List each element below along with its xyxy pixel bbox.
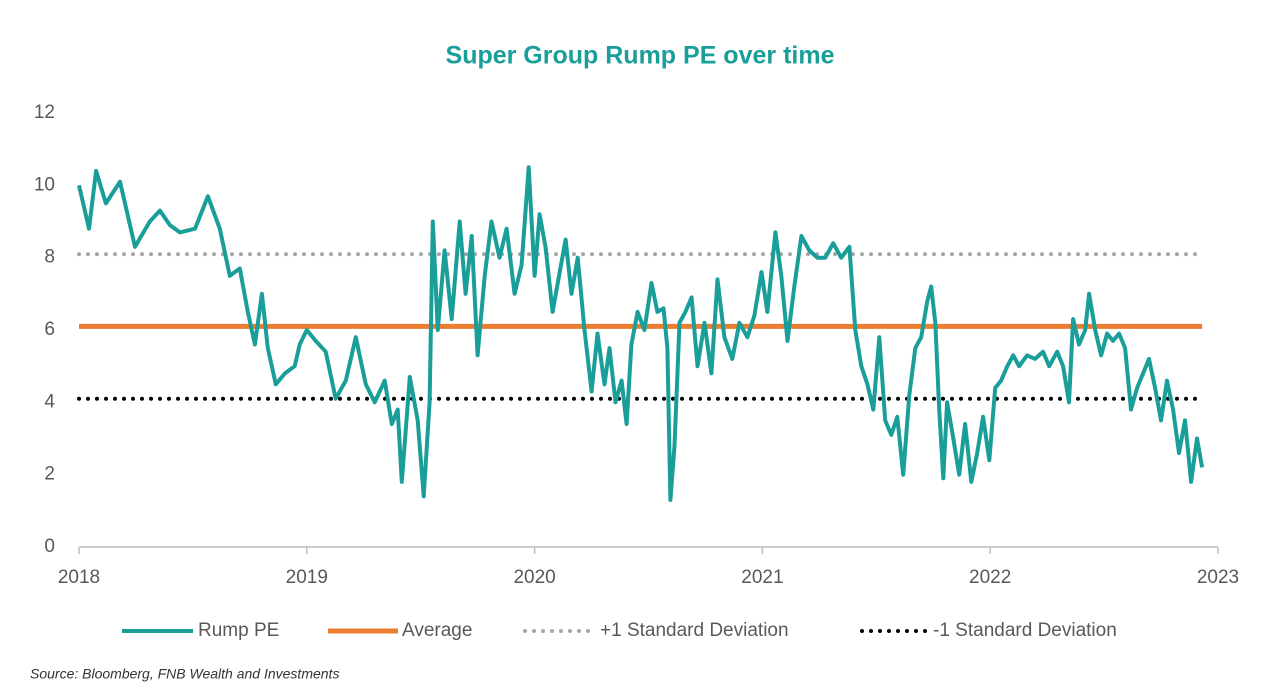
y-tick-label: 12 <box>34 102 55 123</box>
legend-label: +1 Standard Deviation <box>600 620 789 641</box>
y-tick-label: 2 <box>44 464 55 485</box>
legend-label: Average <box>402 620 472 641</box>
y-tick-label: 8 <box>44 247 55 268</box>
y-tick-label: 6 <box>44 319 55 340</box>
legend-label: -1 Standard Deviation <box>933 620 1117 641</box>
y-tick-label: 10 <box>34 174 55 195</box>
chart-title: Super Group Rump PE over time <box>446 42 835 70</box>
y-tick-label: 0 <box>44 536 55 557</box>
series-line <box>77 165 1205 502</box>
legend-label: Rump PE <box>198 620 279 641</box>
x-tick-label: 2018 <box>58 567 100 588</box>
x-tick-label: 2021 <box>741 567 783 588</box>
x-tick-label: 2023 <box>1197 567 1239 588</box>
y-tick-label: 4 <box>44 391 55 412</box>
source-note: Source: Bloomberg, FNB Wealth and Invest… <box>30 666 339 682</box>
x-tick-label: 2019 <box>286 567 328 588</box>
x-tick-label: 2020 <box>513 567 555 588</box>
x-tick-label: 2022 <box>969 567 1011 588</box>
